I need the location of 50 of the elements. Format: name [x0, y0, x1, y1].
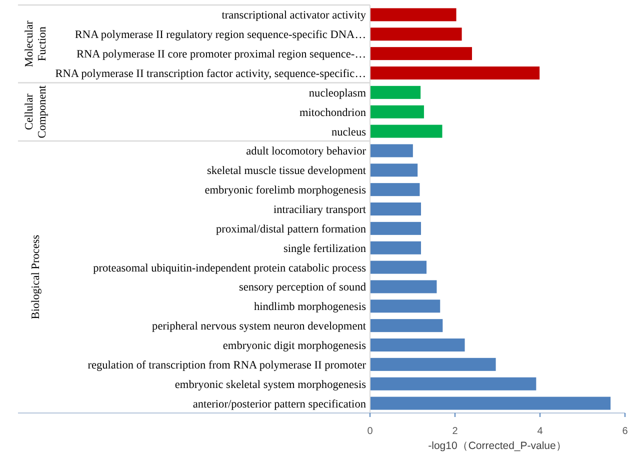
- y-tick-label: RNA polymerase II core promoter proximal region sequence-…: [76, 48, 366, 61]
- bar: [370, 124, 442, 138]
- bar: [370, 319, 443, 332]
- y-tick-label: anterior/posterior pattern specification: [192, 398, 366, 410]
- y-tick-label: hindlimb morphogenesis: [254, 301, 366, 314]
- bar: [370, 280, 437, 294]
- x-tick-label: 4: [537, 426, 544, 437]
- bar: [370, 86, 421, 99]
- text: Molecular Fuction: [24, 20, 48, 68]
- text: Cellular Component: [24, 84, 48, 138]
- y-tick-label: sensory perception of sound: [238, 282, 366, 294]
- bar: [370, 8, 456, 22]
- bar: [370, 28, 462, 41]
- y-tick-label: embryonic skeletal system morphogenesis: [174, 378, 366, 391]
- y-tick-label: RNA polymerase II transcription factor activity, sequence-specific…: [55, 68, 366, 80]
- bar: [370, 164, 418, 177]
- bar: [370, 222, 421, 235]
- bar: [370, 66, 540, 80]
- x-tick-label: 0: [367, 426, 374, 437]
- y-tick-label: peripheral nervous system neuron development: [152, 320, 367, 333]
- bar: [370, 183, 420, 196]
- bar: [370, 47, 472, 60]
- y-tick-label: proximal/distal pattern formation: [216, 223, 366, 236]
- bar: [370, 338, 465, 352]
- text: Biological Process: [30, 234, 42, 320]
- bar: [370, 202, 421, 216]
- bar: [370, 300, 440, 313]
- y-tick-label: skeletal muscle tissue development: [206, 165, 367, 178]
- bar: [370, 241, 421, 254]
- bar: [370, 260, 427, 274]
- x-axis-title: -log10（Corrected_P-value）: [428, 440, 567, 452]
- y-tick-label: embryonic digit morphogenesis: [222, 340, 366, 352]
- y-tick-label: mitochondrion: [299, 106, 366, 119]
- bar: [370, 358, 496, 371]
- bar: [370, 377, 536, 390]
- x-tick-label: 6: [622, 426, 628, 437]
- y-tick-label: nucleoplasm: [308, 87, 366, 100]
- y-tick-label: single fertilization: [283, 242, 366, 255]
- y-tick-label: transcriptional activator activity: [222, 10, 366, 22]
- y-tick-label: adult locomotory behavior: [246, 146, 366, 158]
- x-tick-label: 2: [452, 426, 458, 437]
- y-tick-label: regulation of transcription from RNA polymerase II promoter: [88, 359, 366, 372]
- y-tick-label: intraciliary transport: [273, 204, 367, 216]
- y-tick-label: embryonic forelimb morphogenesis: [204, 184, 366, 197]
- y-tick-label: proteasomal ubiquitin-independent protein catabolic process: [93, 262, 366, 274]
- y-tick-label: nucleus: [331, 126, 366, 138]
- bar: [370, 144, 413, 158]
- y-tick-label: RNA polymerase II regulatory region sequence-specific DNA…: [74, 29, 366, 42]
- bar: [370, 396, 611, 410]
- bar: [370, 105, 424, 118]
